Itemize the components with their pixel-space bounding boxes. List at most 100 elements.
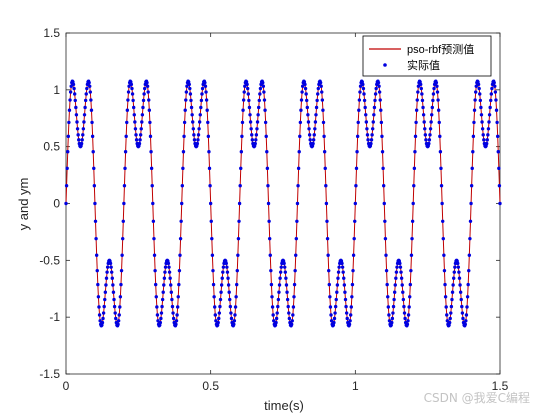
data-point (263, 108, 267, 112)
x-tick-label: 1.5 (492, 379, 509, 393)
data-point (129, 82, 134, 87)
data-point (213, 305, 217, 309)
data-point (90, 120, 94, 125)
data-point (254, 138, 258, 142)
data-point (469, 184, 474, 188)
data-point (303, 86, 308, 91)
data-point (247, 98, 251, 103)
data-point (415, 98, 419, 102)
data-point (413, 150, 417, 154)
data-point (124, 134, 128, 139)
data-point (264, 134, 268, 139)
data-point (377, 84, 381, 88)
data-point (337, 265, 341, 269)
data-point (221, 270, 225, 274)
data-point (401, 290, 405, 294)
data-point (134, 138, 139, 142)
data-point (324, 184, 328, 188)
data-point (344, 311, 349, 315)
data-point (439, 184, 444, 188)
data-point (256, 113, 260, 117)
data-point (485, 138, 489, 142)
data-point (381, 184, 386, 188)
data-point (153, 282, 158, 287)
data-point (210, 253, 215, 257)
data-point (96, 282, 100, 287)
data-point (432, 86, 436, 91)
data-point (402, 304, 406, 309)
data-point (96, 295, 101, 299)
data-point (170, 304, 175, 309)
data-point (391, 304, 396, 309)
data-point (227, 290, 231, 294)
data-point (254, 133, 259, 137)
data-point (197, 120, 202, 124)
data-point (394, 270, 399, 274)
data-point (336, 270, 341, 274)
data-point (255, 127, 259, 131)
data-point (383, 219, 387, 223)
plot-area (64, 79, 502, 328)
data-point (298, 120, 303, 125)
data-point (392, 290, 397, 294)
data-point (299, 98, 304, 102)
data-point (493, 90, 498, 94)
data-point (183, 108, 187, 112)
data-point (355, 134, 360, 139)
data-point (420, 98, 425, 103)
data-point (423, 133, 428, 137)
data-point (80, 138, 84, 142)
data-point (459, 297, 463, 302)
data-point (89, 108, 94, 112)
data-point (363, 105, 367, 110)
data-point (155, 305, 159, 309)
data-point (399, 276, 404, 280)
data-point (138, 138, 142, 142)
data-point (225, 265, 229, 269)
data-point (127, 84, 131, 88)
data-point (72, 92, 77, 96)
data-point (486, 127, 491, 131)
data-point (419, 82, 423, 87)
data-point (204, 98, 209, 102)
data-point (480, 120, 484, 124)
data-point (126, 90, 131, 94)
data-point (176, 295, 180, 299)
data-point (327, 268, 331, 273)
data-point (241, 108, 245, 112)
data-point (79, 141, 84, 146)
data-point (145, 84, 150, 88)
data-point (133, 127, 138, 131)
data-point (326, 253, 330, 257)
data-point (116, 322, 120, 327)
data-point (209, 219, 213, 223)
data-point (365, 133, 370, 137)
data-point (464, 313, 469, 317)
data-point (82, 120, 86, 124)
data-point (218, 297, 223, 302)
data-point (221, 265, 226, 269)
data-point (307, 127, 311, 131)
data-point (311, 138, 316, 142)
data-point (457, 276, 462, 280)
data-point (233, 305, 238, 309)
x-tick-label: 0.5 (202, 379, 219, 393)
data-point (140, 120, 144, 124)
data-point (265, 150, 269, 154)
data-point (248, 120, 253, 124)
y-tick-label: 0 (53, 197, 60, 211)
data-point (159, 311, 164, 315)
data-point (89, 98, 93, 102)
data-point (145, 80, 149, 85)
data-point (174, 322, 178, 327)
data-point (160, 304, 164, 309)
data-point (236, 253, 240, 257)
data-point (161, 290, 165, 294)
data-point (373, 98, 377, 103)
data-point (489, 98, 493, 103)
data-point (406, 313, 411, 317)
data-point (180, 184, 185, 188)
data-point (271, 313, 275, 317)
data-point (372, 105, 377, 110)
data-point (119, 268, 124, 273)
